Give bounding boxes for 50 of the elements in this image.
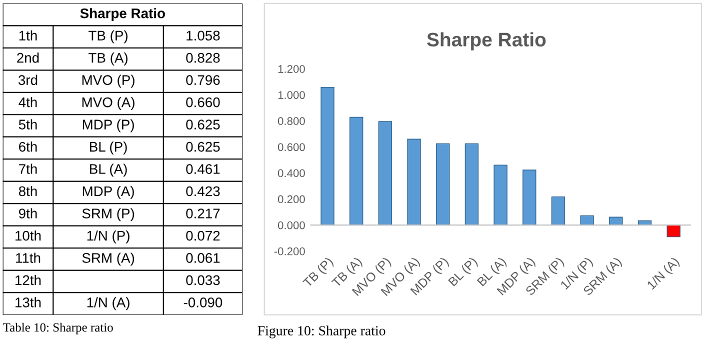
text: 3rd [18, 74, 38, 85]
category-label: MVO (P) [82, 74, 134, 88]
y-tick-label: 0.600 [278, 143, 305, 152]
caption: Figure 10: Sharpe ratio [258, 326, 386, 338]
text: 0.660 [186, 97, 220, 108]
category-label: BL (P) [90, 142, 127, 154]
text: 8th [18, 186, 37, 196]
text: 7th [19, 164, 37, 174]
text: 0.625 [186, 142, 220, 152]
text: 0.061 [186, 253, 220, 263]
text: 0.796 [186, 75, 220, 85]
text: 0.072 [186, 230, 220, 241]
category-label: SRM (P) [82, 208, 134, 222]
text: 4th [18, 97, 37, 108]
text: 0.828 [186, 52, 220, 63]
text: 0.423 [186, 186, 220, 196]
text: -0.090 [184, 298, 222, 308]
text: 9th [18, 208, 37, 218]
text: 0.217 [186, 208, 220, 218]
category-label: TB (P) [88, 30, 128, 44]
text: 6th [19, 142, 37, 152]
y-tick-label: 1.200 [278, 65, 305, 73]
text: 5th [18, 119, 37, 130]
y-tick-label: 0.200 [278, 195, 305, 204]
category-label: MDP (P) [82, 119, 134, 132]
text: 0.625 [186, 120, 220, 130]
text: 12th [16, 274, 41, 286]
category-label: MDP (A) [82, 186, 134, 199]
text: 10th [16, 230, 41, 241]
chart-title: Sharpe Ratio [427, 32, 546, 50]
text: 2nd [17, 52, 39, 63]
y-tick-label: 0.000 [278, 221, 305, 230]
text: 11th [16, 252, 40, 263]
text: 0.461 [186, 164, 220, 174]
y-tick-label: 0.400 [278, 169, 305, 178]
text: 13th [16, 297, 41, 308]
chart-title: Sharpe Ratio [80, 8, 165, 22]
category-label: MVO (A) [82, 97, 134, 110]
x-tick-label: 1/N (A) [646, 256, 682, 292]
y-tick-label: 1.000 [278, 91, 305, 99]
text: 1.058 [186, 30, 220, 41]
category-label: TB (A) [88, 52, 128, 66]
caption: Table 10: Sharpe ratio [3, 322, 113, 334]
text: 1th [19, 30, 37, 40]
y-tick-label: -0.200 [274, 247, 305, 256]
category-label: 1/N (A) [87, 297, 130, 310]
category-label: 1/N (P) [87, 230, 130, 244]
y-tick-label: 0.800 [278, 117, 305, 126]
text: 0.033 [186, 275, 220, 286]
category-label: BL (A) [90, 164, 127, 177]
